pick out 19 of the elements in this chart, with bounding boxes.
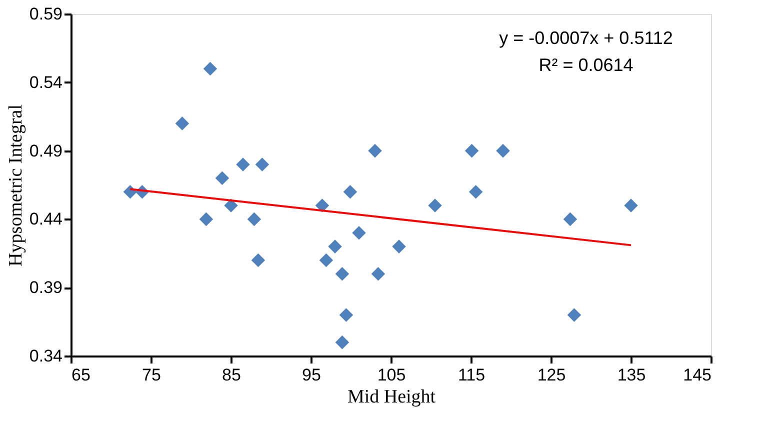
y-tick-label: 0.39 (29, 278, 62, 298)
x-tick-label: 65 (72, 366, 90, 384)
x-tick-label: 75 (142, 366, 161, 384)
y-tick-label: 0.44 (29, 210, 62, 229)
y-tick-label: 0.54 (29, 72, 62, 92)
x-tick-label: 125 (537, 366, 566, 384)
x-axis-title: Mid Height (347, 386, 436, 408)
x-tick-label: 145 (683, 366, 712, 384)
x-tick-label: 105 (377, 366, 406, 384)
y-tick-label: 0.59 (29, 4, 62, 24)
y-axis-title: Hypsometric Integral (5, 104, 26, 266)
y-tick-label: 0.34 (29, 346, 62, 366)
x-tick-label: 135 (617, 366, 646, 384)
annotation: y = -0.0007x + 0.5112 (499, 28, 673, 48)
annotation: R² = 0.0614 (538, 55, 634, 75)
x-tick-label: 95 (302, 366, 321, 384)
y-tick-label: 0.49 (29, 141, 62, 160)
x-tick-label: 115 (458, 366, 486, 384)
x-tick-label: 85 (222, 366, 241, 384)
